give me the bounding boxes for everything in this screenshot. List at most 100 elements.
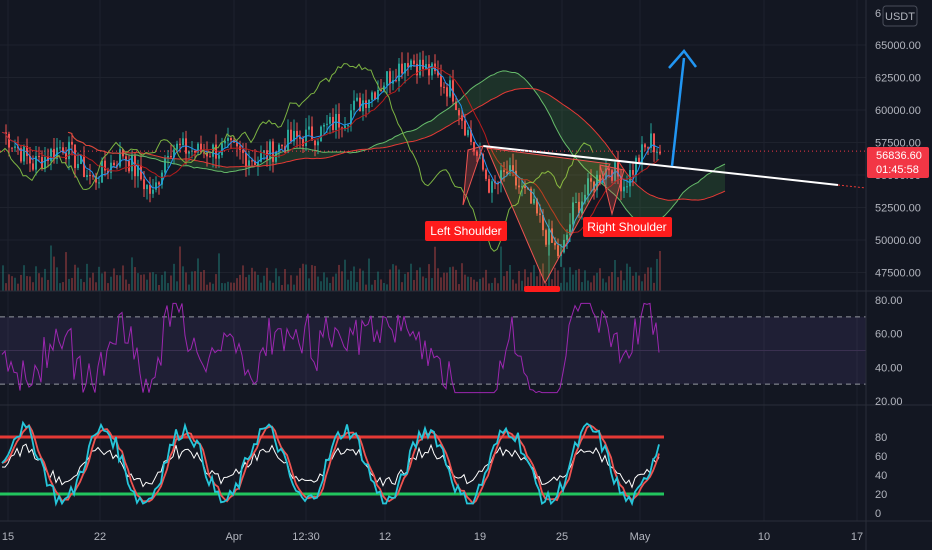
time-tick-label: 25 [556,531,568,543]
candle-body [71,141,73,145]
volume-bar [158,284,160,291]
candle-body [197,143,199,153]
volume-bar [149,272,151,291]
candle-body [224,140,226,144]
left-shoulder-label[interactable]: Left Shoulder [425,221,507,241]
volume-bar [242,265,244,291]
ichimoku-cloud [68,70,725,224]
candle-body [563,239,565,253]
stoch-tick-label: 40 [875,470,887,482]
time-tick-label: 17 [851,531,863,543]
candle-body [29,156,31,164]
candle-body [356,97,358,101]
candle-body [548,228,550,245]
volume-bar [131,257,133,291]
volume-bar [458,284,460,291]
stochastic-pane [0,420,664,507]
candle-body [653,133,655,153]
candle-body [62,147,64,153]
volume-bar [296,275,298,291]
rsi-axis[interactable]: 80.00 60.00 40.00 20.00 [875,295,903,408]
candle-body [401,63,403,74]
volume-bar [626,263,628,291]
volume-bar [644,273,646,291]
volume-bar [77,267,79,291]
candle-body [110,162,112,173]
candle-body [425,64,427,69]
volume-bar [338,264,340,291]
volume-bar [503,276,505,291]
candle-body [53,148,55,159]
volume-bar [440,277,442,291]
volume-bars [2,243,661,291]
volume-bar [323,272,325,291]
head-shoulders-pattern [0,145,867,285]
volume-bar [206,284,208,291]
candle-body [182,138,184,146]
volume-bar [179,246,181,291]
candle-body [290,129,292,142]
volume-bar [113,268,115,291]
volume-bar [317,276,319,291]
volume-bar [119,275,121,291]
volume-bar [125,279,127,291]
candle-body [659,151,661,154]
volume-bar [59,283,61,291]
volume-bar [446,272,448,291]
candle-body [449,80,451,97]
volume-bar [182,266,184,291]
volume-bar [383,282,385,291]
volume-bar [371,284,373,291]
volume-bar [23,265,25,291]
candle-body [227,138,229,141]
candle-body [287,129,289,153]
candle-body [221,143,223,156]
candle-body [68,141,70,160]
candle-body [38,156,40,158]
volume-bar [197,258,199,291]
candle-body [635,157,637,175]
volume-bar [203,270,205,291]
volume-bar [287,284,289,291]
candle-body [476,151,478,156]
volume-bar [329,282,331,291]
candle-body [569,224,571,235]
candle-body [500,170,502,184]
candle-body [242,149,244,153]
candle-body [317,141,319,146]
volume-bar [443,272,445,291]
candle-body [656,151,658,153]
time-axis[interactable]: 15 22 Apr 12:30 12 19 25 May 10 17 [2,531,863,543]
stoch-tick-label: 60 [875,451,887,463]
candle-body [407,63,409,68]
volume-bar [608,276,610,291]
stochastic-axis[interactable]: 80 60 40 20 0 [875,432,887,520]
volume-bar [137,273,139,291]
volume-bar [275,268,277,291]
right-shoulder-label[interactable]: Right Shoulder [583,217,672,237]
volume-bar [74,264,76,291]
candle-body [98,182,100,184]
volume-bar [521,280,523,291]
candle-body [179,143,181,146]
time-tick-label: 15 [2,531,14,543]
projection-arrow[interactable] [668,49,697,167]
volume-bar [605,282,607,291]
candle-body [251,160,253,162]
volume-bar [554,267,556,291]
candle-body [404,63,406,74]
volume-bar [389,269,391,291]
volume-bar [656,258,658,291]
volume-bar [359,268,361,291]
currency-unit-label[interactable]: USDT [882,5,918,27]
head-marker[interactable] [524,286,560,292]
volume-bar [560,282,562,291]
volume-bar [239,274,241,291]
candle-body [455,101,457,111]
volume-bar [377,271,379,291]
volume-bar [32,282,34,291]
volume-bar [245,277,247,291]
volume-bar [164,271,166,291]
candle-body [437,71,439,76]
